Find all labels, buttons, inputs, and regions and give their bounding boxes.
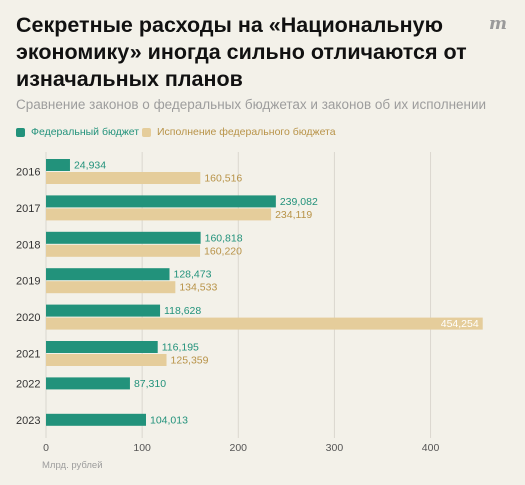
bar-budget [46,159,70,171]
bar-budget [46,377,130,390]
category-label: 2023 [16,415,40,427]
data-label-execution: 160,220 [204,245,242,257]
legend-label-execution: Исполнение федерального бюджета [157,126,336,138]
data-label-budget: 116,195 [162,342,199,354]
brand-logo: m [489,14,507,34]
bar-budget [46,268,170,281]
x-tick-label: 200 [230,442,248,454]
chart-title: Секретные расходы на «Национальную эконо… [16,13,467,91]
bar-execution [46,208,272,221]
legend-item-budget: Федеральный бюджет [16,126,139,138]
data-label-execution: 125,359 [171,355,209,367]
chart-subtitle: Сравнение законов о федеральных бюджетах… [16,97,487,112]
x-tick-label: 100 [133,442,151,454]
data-label-budget: 239,082 [280,196,318,208]
data-label-budget: 128,473 [174,269,212,281]
category-label: 2016 [16,167,40,179]
legend-label-budget: Федеральный бюджет [31,126,140,138]
category-label: 2020 [16,312,40,324]
bar-budget [46,231,201,244]
category-label: 2017 [16,203,40,215]
data-label-execution: 234,119 [275,209,312,221]
category-label: 2018 [16,239,40,251]
x-axis-label: Млрд. рублей [42,460,103,471]
category-label: 2022 [16,378,40,390]
data-label-execution: 160,516 [204,173,242,185]
bar-execution [46,354,167,366]
bar-execution [46,244,201,257]
data-label-budget: 24,934 [74,160,106,172]
bar-budget [46,304,161,317]
data-label-execution: 134,533 [179,282,217,294]
bar-execution [46,317,483,330]
bar-budget [46,341,158,353]
category-label: 2019 [16,276,40,288]
category-label: 2021 [16,349,40,361]
bar-execution [46,281,176,294]
x-tick-label: 300 [326,442,344,454]
legend-item-execution: Исполнение федерального бюджета [142,126,336,138]
data-label-budget: 160,818 [205,232,243,244]
bar-budget [46,413,146,426]
legend-swatch-budget [16,127,25,137]
bar-budget [46,195,276,208]
x-tick-label: 0 [43,442,49,454]
bar-execution [46,172,201,184]
legend-swatch-execution [142,127,151,137]
data-label-execution: 454,254 [441,318,479,330]
data-label-budget: 118,628 [164,305,201,317]
data-label-budget: 104,013 [150,414,188,426]
data-label-budget: 87,310 [134,378,166,390]
x-tick-label: 400 [422,442,440,454]
